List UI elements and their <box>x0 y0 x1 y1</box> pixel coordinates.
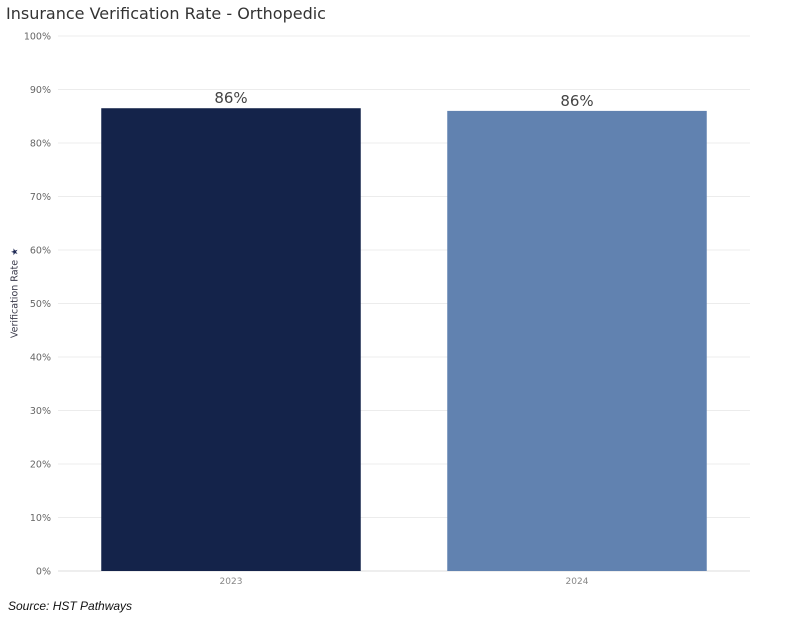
y-tick-label: 30% <box>30 406 51 417</box>
y-tick-label: 60% <box>30 246 51 257</box>
y-tick-label: 70% <box>30 192 51 203</box>
y-tick-label: 20% <box>30 460 51 471</box>
y-axis-ticks: 0% 10% 20% 30% 40% 50% 60% 70% 80% 90% 100% <box>24 32 51 578</box>
bar-2024[interactable] <box>447 110 707 572</box>
y-tick-label: 40% <box>30 353 51 364</box>
y-tick-label: 80% <box>30 139 51 150</box>
bars <box>101 108 707 572</box>
y-tick-label: 10% <box>30 513 51 524</box>
y-tick-label: 90% <box>30 85 51 96</box>
data-label-2023: 86% <box>214 89 247 107</box>
data-labels: 86% 86% <box>214 89 593 110</box>
x-tick-label: 2023 <box>220 577 243 587</box>
y-tick-label: 0% <box>36 567 51 578</box>
chart-title: Insurance Verification Rate - Orthopedic <box>6 4 326 23</box>
bar-2023[interactable] <box>101 108 361 571</box>
x-axis-ticks: 2023 2024 <box>220 577 589 587</box>
data-label-2024: 86% <box>560 92 593 110</box>
y-tick-label: 50% <box>30 299 51 310</box>
y-tick-label: 100% <box>24 32 51 43</box>
x-tick-label: 2024 <box>566 577 589 587</box>
source-note: Source: HST Pathways <box>8 599 133 613</box>
